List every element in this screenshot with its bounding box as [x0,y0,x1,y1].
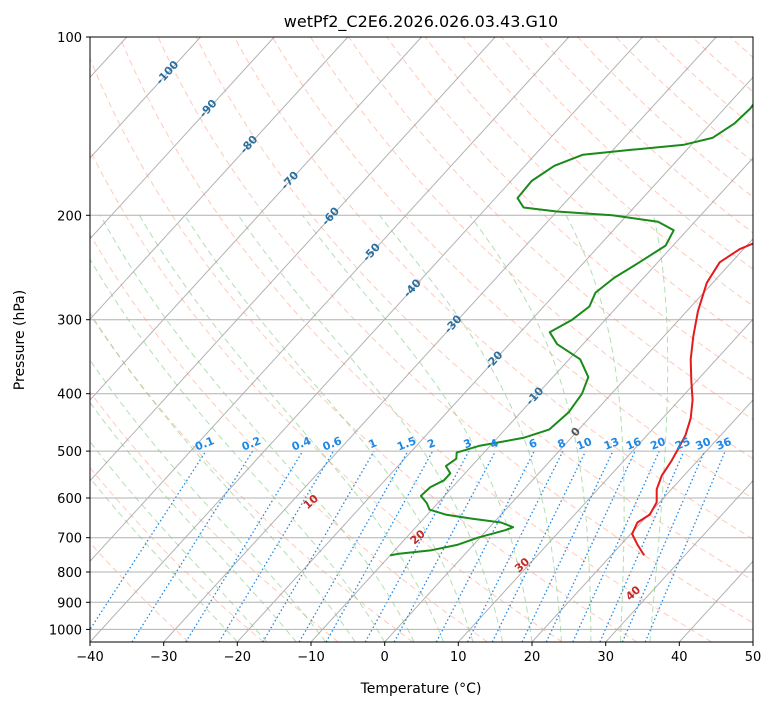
y-tick-label: 800 [57,566,82,581]
y-tick-label: 100 [57,31,82,46]
x-tick-label: −20 [224,650,251,665]
x-tick-label: 30 [597,650,614,665]
y-tick-label: 400 [57,388,82,403]
x-tick-label: 0 [381,650,389,665]
y-tick-label: 700 [57,532,82,547]
x-tick-label: 20 [524,650,541,665]
y-axis-label: Pressure (hPa) [12,290,28,390]
x-tick-label: 10 [450,650,467,665]
y-tick-label: 1000 [49,623,82,638]
y-tick-label: 200 [57,209,82,224]
x-tick-label: 40 [671,650,688,665]
x-tick-label: 50 [745,650,762,665]
x-tick-label: −30 [150,650,177,665]
chart-title: wetPf2_C2E6.2026.026.03.43.G10 [284,12,558,32]
y-tick-label: 300 [57,314,82,329]
x-tick-label: −10 [297,650,324,665]
x-axis-label: Temperature (°C) [360,681,482,697]
y-tick-label: 500 [57,445,82,460]
y-tick-label: 900 [57,596,82,611]
y-tick-label: 600 [57,492,82,507]
x-tick-label: −40 [76,650,103,665]
